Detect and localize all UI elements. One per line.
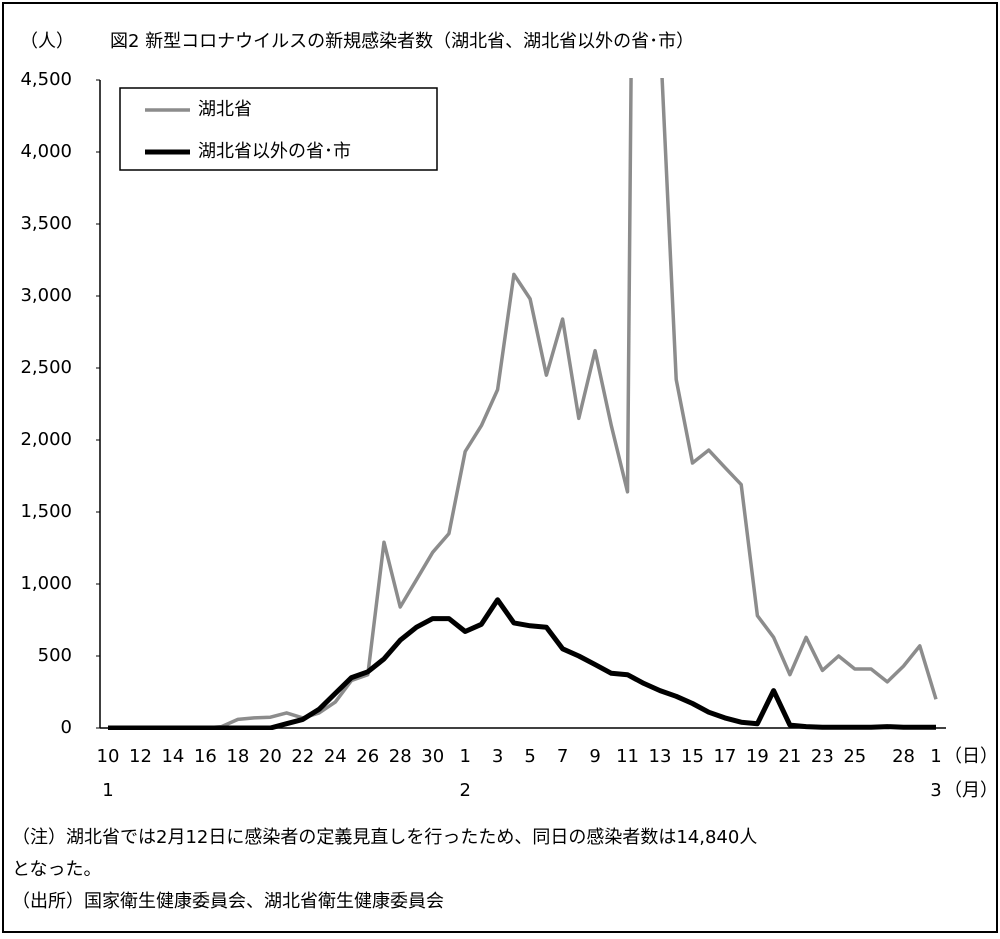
line-series bbox=[108, 597, 936, 730]
y-tick-label: 3,500 bbox=[20, 213, 72, 234]
y-tick-label: 2,000 bbox=[20, 429, 72, 450]
y-tick-label: 500 bbox=[38, 645, 72, 666]
note: （注）湖北省では2月12日に感染者の定義見直しを行ったため、同日の感染者数は14… bbox=[12, 827, 757, 848]
y-tick-label: 3,000 bbox=[20, 285, 72, 306]
x-tick-label: 28 bbox=[389, 746, 412, 767]
y-axis-label: （人） bbox=[20, 31, 74, 52]
x-tick-label: 3 bbox=[492, 746, 503, 767]
plot-area bbox=[108, 78, 938, 730]
x-tick-label: 7 bbox=[557, 746, 568, 767]
x-tick-label: 26 bbox=[356, 746, 379, 767]
legend bbox=[119, 87, 438, 171]
x-tick-label: 14 bbox=[161, 746, 184, 767]
x-tick-label: 30 bbox=[421, 746, 444, 767]
legend-label: 湖北省以外の省･市 bbox=[198, 141, 351, 162]
y-tick-label: 1,500 bbox=[20, 501, 72, 522]
note: となった。 bbox=[12, 859, 101, 880]
note: （出所）国家衛生健康委員会、湖北省衛生健康委員会 bbox=[12, 891, 444, 912]
x-tick-label: 20 bbox=[259, 746, 282, 767]
x-tick-label: 17 bbox=[713, 746, 736, 767]
x-tick-label: 22 bbox=[291, 746, 314, 767]
x-tick-label: 1 bbox=[459, 746, 470, 767]
month-label: 2 bbox=[459, 780, 470, 801]
x-tick-label: 21 bbox=[778, 746, 801, 767]
x-tick-label: 1 bbox=[930, 746, 941, 767]
y-tick-label: 0 bbox=[61, 717, 72, 738]
x-tick-label: 9 bbox=[589, 746, 600, 767]
x-tick-label: 25 bbox=[843, 746, 866, 767]
x-tick-label: 24 bbox=[324, 746, 347, 767]
x-tick-label: 5 bbox=[524, 746, 535, 767]
y-tick-label: 4,500 bbox=[20, 69, 72, 90]
y-tick-label: 4,000 bbox=[20, 141, 72, 162]
x-tick-label: 10 bbox=[97, 746, 120, 767]
x-tick-label: 11 bbox=[616, 746, 639, 767]
x-tick-label: 19 bbox=[746, 746, 769, 767]
x-tick-label: 18 bbox=[226, 746, 249, 767]
x-unit-month: （月） bbox=[944, 780, 998, 801]
x-tick-label: 15 bbox=[681, 746, 704, 767]
x-unit-day: （日） bbox=[944, 746, 998, 767]
legend-label: 湖北省 bbox=[198, 99, 252, 120]
y-tick-label: 1,000 bbox=[20, 573, 72, 594]
y-tick-label: 2,500 bbox=[20, 357, 72, 378]
x-tick-label: 12 bbox=[129, 746, 152, 767]
x-tick-label: 28 bbox=[892, 746, 915, 767]
x-tick-label: 23 bbox=[811, 746, 834, 767]
month-label: 1 bbox=[102, 780, 113, 801]
x-tick-label: 16 bbox=[194, 746, 217, 767]
x-tick-label: 13 bbox=[649, 746, 672, 767]
chart-title: 図2 新型コロナウイルスの新規感染者数（湖北省、湖北省以外の省･市） bbox=[110, 31, 694, 52]
month-label: 3 bbox=[930, 780, 941, 801]
line-series bbox=[108, 78, 938, 730]
